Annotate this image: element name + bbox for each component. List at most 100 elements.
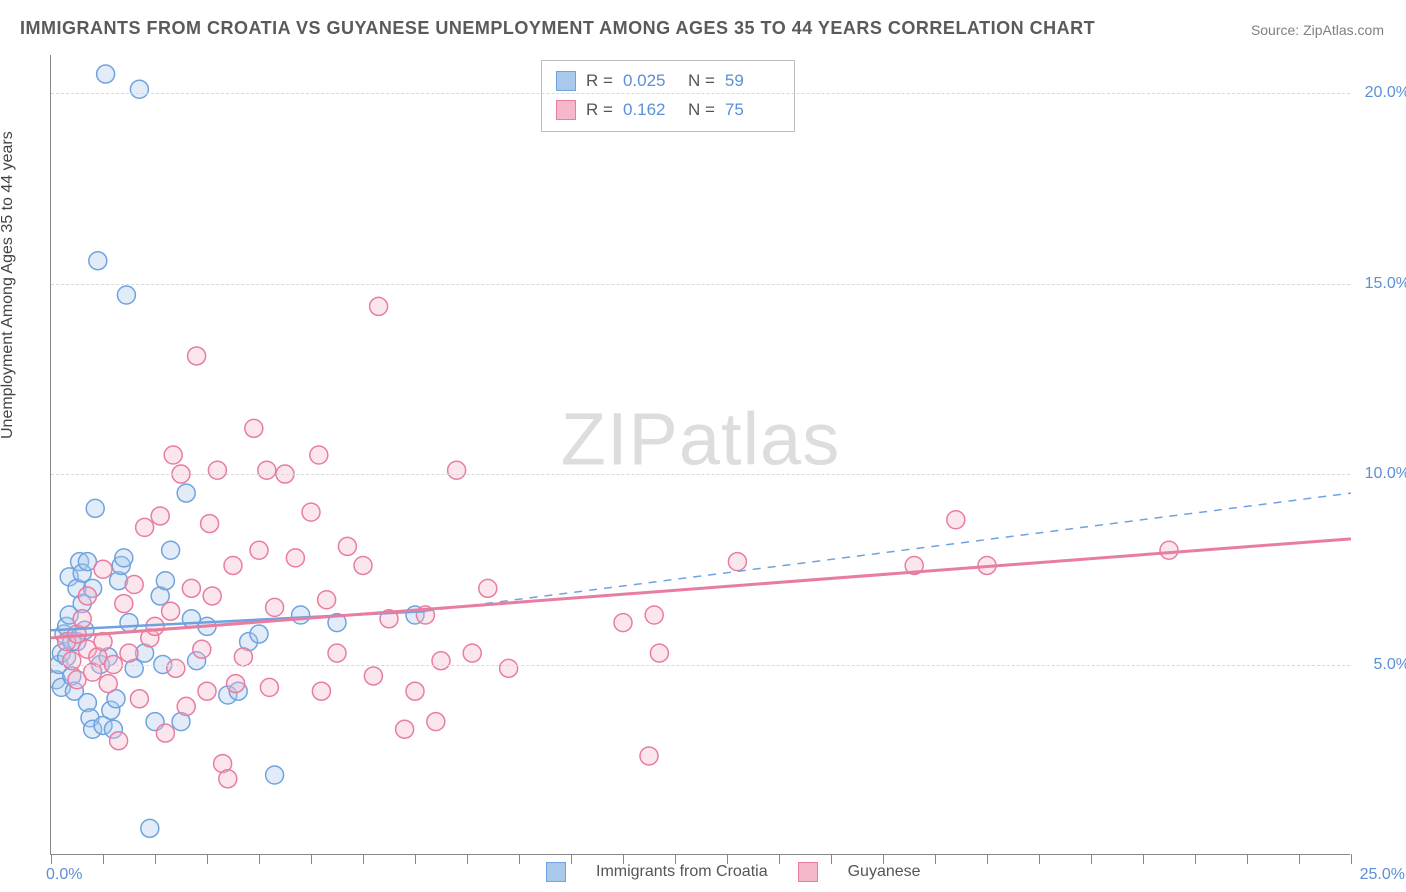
data-point — [1160, 541, 1178, 559]
x-tick — [207, 854, 208, 864]
bottom-legend: Immigrants from Croatia Guyanese — [546, 862, 921, 882]
data-point — [177, 697, 195, 715]
data-point — [302, 503, 320, 521]
x-tick — [155, 854, 156, 864]
data-point — [130, 690, 148, 708]
x-tick — [1143, 854, 1144, 864]
data-point — [182, 579, 200, 597]
data-point — [86, 499, 104, 517]
data-point — [208, 461, 226, 479]
data-point — [115, 595, 133, 613]
x-tick — [987, 854, 988, 864]
x-tick — [1195, 854, 1196, 864]
trend-line — [51, 539, 1351, 638]
data-point — [117, 286, 135, 304]
data-point — [167, 659, 185, 677]
data-point — [177, 484, 195, 502]
plot-area: ZIPatlas R = 0.025 N = 59 R = 0.162 N = … — [50, 55, 1350, 855]
data-point — [614, 614, 632, 632]
data-point — [640, 747, 658, 765]
data-point — [427, 713, 445, 731]
stats-r-croatia: 0.025 — [623, 67, 678, 96]
data-point — [120, 614, 138, 632]
legend-swatch-guyanese — [798, 862, 818, 882]
data-point — [245, 419, 263, 437]
data-point — [156, 572, 174, 590]
legend-swatch-croatia — [546, 862, 566, 882]
data-point — [203, 587, 221, 605]
x-tick — [675, 854, 676, 864]
data-point — [120, 644, 138, 662]
data-point — [645, 606, 663, 624]
stats-n-croatia: 59 — [725, 67, 780, 96]
x-tick — [467, 854, 468, 864]
data-point — [250, 625, 268, 643]
trend-line-extrapolated — [425, 493, 1351, 611]
data-point — [258, 461, 276, 479]
x-tick — [259, 854, 260, 864]
data-point — [479, 579, 497, 597]
x-tick — [103, 854, 104, 864]
data-point — [156, 724, 174, 742]
gridline-h — [51, 665, 1350, 666]
data-point — [110, 732, 128, 750]
data-point — [318, 591, 336, 609]
x-tick — [415, 854, 416, 864]
data-point — [354, 556, 372, 574]
data-point — [650, 644, 668, 662]
data-point — [250, 541, 268, 559]
data-point — [364, 667, 382, 685]
y-tick-label: 5.0% — [1374, 656, 1406, 674]
swatch-croatia — [556, 71, 576, 91]
x-tick — [727, 854, 728, 864]
x-tick — [1351, 854, 1352, 864]
data-point — [198, 682, 216, 700]
stats-row-guyanese: R = 0.162 N = 75 — [556, 96, 780, 125]
gridline-h — [51, 284, 1350, 285]
data-point — [89, 252, 107, 270]
x-axis-start-label: 0.0% — [46, 866, 82, 884]
data-point — [396, 720, 414, 738]
stats-legend-box: R = 0.025 N = 59 R = 0.162 N = 75 — [541, 60, 795, 132]
chart-title: IMMIGRANTS FROM CROATIA VS GUYANESE UNEM… — [20, 18, 1095, 39]
y-tick-label: 15.0% — [1365, 275, 1406, 293]
swatch-guyanese — [556, 100, 576, 120]
x-tick — [883, 854, 884, 864]
x-tick — [831, 854, 832, 864]
data-point — [63, 652, 81, 670]
legend-label-croatia: Immigrants from Croatia — [596, 863, 768, 881]
data-point — [432, 652, 450, 670]
data-point — [130, 80, 148, 98]
stats-n-label: N = — [688, 67, 715, 96]
stats-n-label-2: N = — [688, 96, 715, 125]
x-tick — [1091, 854, 1092, 864]
stats-n-guyanese: 75 — [725, 96, 780, 125]
data-point — [227, 675, 245, 693]
data-point — [500, 659, 518, 677]
x-tick — [571, 854, 572, 864]
y-tick-label: 20.0% — [1365, 84, 1406, 102]
data-point — [219, 770, 237, 788]
stats-r-label: R = — [586, 67, 613, 96]
data-point — [224, 556, 242, 574]
data-point — [188, 347, 206, 365]
gridline-h — [51, 93, 1350, 94]
data-point — [97, 65, 115, 83]
y-tick-label: 10.0% — [1365, 465, 1406, 483]
data-point — [125, 576, 143, 594]
x-tick — [779, 854, 780, 864]
stats-r-guyanese: 0.162 — [623, 96, 678, 125]
x-tick — [1299, 854, 1300, 864]
x-tick — [1247, 854, 1248, 864]
x-tick — [363, 854, 364, 864]
data-point — [99, 675, 117, 693]
data-point — [266, 766, 284, 784]
x-tick — [311, 854, 312, 864]
data-point — [136, 518, 154, 536]
x-tick — [1039, 854, 1040, 864]
stats-r-label-2: R = — [586, 96, 613, 125]
data-point — [728, 553, 746, 571]
x-axis-end-label: 25.0% — [1360, 866, 1405, 884]
data-point — [162, 541, 180, 559]
data-point — [286, 549, 304, 567]
